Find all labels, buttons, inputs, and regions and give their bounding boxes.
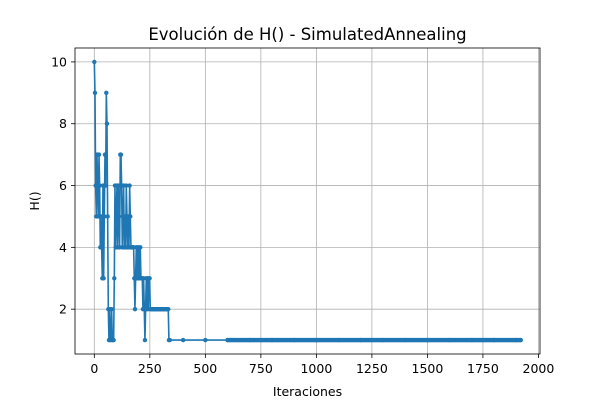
data-point (104, 121, 110, 126)
data-point (97, 183, 102, 188)
series-layer (92, 59, 523, 343)
data-point (99, 245, 104, 250)
data-point (98, 214, 104, 219)
y-axis-label: H() (27, 191, 42, 210)
data-point (147, 276, 152, 281)
data-point (116, 183, 121, 188)
data-point (102, 152, 108, 157)
data-point (203, 337, 208, 343)
data-point (96, 152, 102, 157)
data-point (109, 306, 114, 312)
chart-title: Evolución de H() - SimulatedAnnealing (148, 25, 466, 44)
x-axis: 0 250 500 750 1000 1250 1500 1750 2000 (90, 354, 554, 376)
data-point (112, 276, 117, 281)
data-point (142, 337, 148, 343)
data-point (138, 245, 143, 250)
data-point (124, 183, 129, 188)
data-point (132, 306, 138, 312)
data-point (105, 214, 110, 219)
data-point (104, 90, 109, 96)
y-tick-label: 6 (59, 178, 67, 193)
x-tick-label: 1750 (467, 361, 499, 376)
data-point (102, 214, 107, 219)
x-tick-label: 1500 (412, 361, 444, 376)
y-tick-label: 2 (59, 302, 67, 317)
x-tick-label: 750 (249, 361, 273, 376)
grid (75, 48, 540, 354)
data-point (118, 152, 124, 157)
data-point (180, 337, 186, 343)
data-point (128, 214, 133, 219)
y-tick-label: 8 (59, 116, 67, 131)
data-point (103, 183, 108, 188)
x-tick-label: 2000 (523, 361, 555, 376)
y-tick-label: 4 (59, 240, 67, 255)
data-point (101, 276, 106, 281)
data-point (92, 59, 97, 65)
data-point (518, 337, 523, 343)
y-axis: 2 4 6 8 10 (51, 54, 75, 317)
plot-frame (74, 47, 541, 355)
x-axis-label: Iteraciones (273, 384, 342, 399)
series-markers (92, 59, 523, 343)
data-point (116, 214, 122, 219)
x-tick-label: 1000 (300, 361, 332, 376)
x-tick-label: 250 (138, 361, 162, 376)
x-tick-label: 0 (90, 361, 98, 376)
data-point (92, 90, 98, 96)
data-point (111, 337, 116, 343)
data-point (167, 337, 173, 343)
x-tick-label: 1250 (356, 361, 388, 376)
data-point (166, 306, 171, 312)
data-point (127, 183, 132, 188)
y-tick-label: 10 (51, 54, 67, 69)
x-tick-label: 500 (193, 361, 217, 376)
